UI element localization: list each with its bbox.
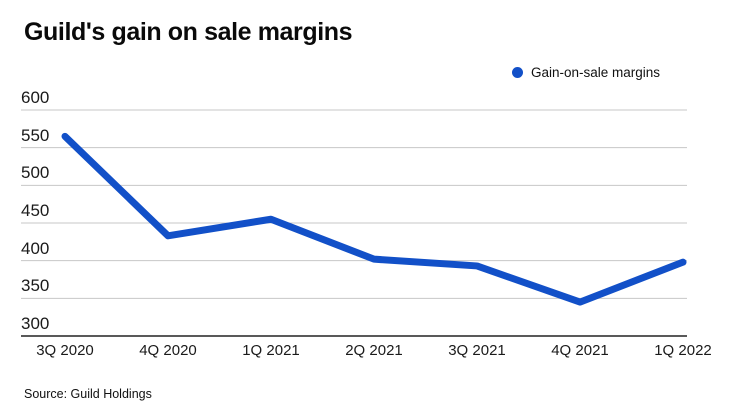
x-tick-label: 2Q 2021	[345, 342, 403, 359]
y-tick-label: 350	[21, 276, 50, 296]
y-tick-label: 500	[21, 163, 50, 183]
x-tick-label: 1Q 2022	[654, 342, 712, 359]
legend-marker-icon	[512, 66, 523, 78]
x-tick-label: 4Q 2021	[551, 342, 609, 359]
source-note: Source: Guild Holdings	[24, 387, 152, 401]
y-tick-label: 400	[21, 238, 50, 258]
x-tick-label: 3Q 2021	[448, 342, 506, 359]
chart-title: Guild's gain on sale margins	[24, 18, 353, 46]
y-tick-label: 550	[21, 125, 50, 145]
y-tick-label: 300	[21, 314, 50, 333]
x-tick-label: 3Q 2020	[36, 342, 94, 359]
legend-label: Gain-on-sale margins	[531, 64, 661, 80]
y-tick-label: 450	[21, 201, 50, 220]
legend: Gain-on-sale margins	[512, 64, 660, 80]
y-tick-label: 600	[21, 88, 50, 107]
x-tick-label: 1Q 2021	[242, 342, 300, 359]
x-tick-label: 4Q 2020	[139, 342, 197, 359]
gain-on-sale-margin-line	[61, 132, 687, 306]
